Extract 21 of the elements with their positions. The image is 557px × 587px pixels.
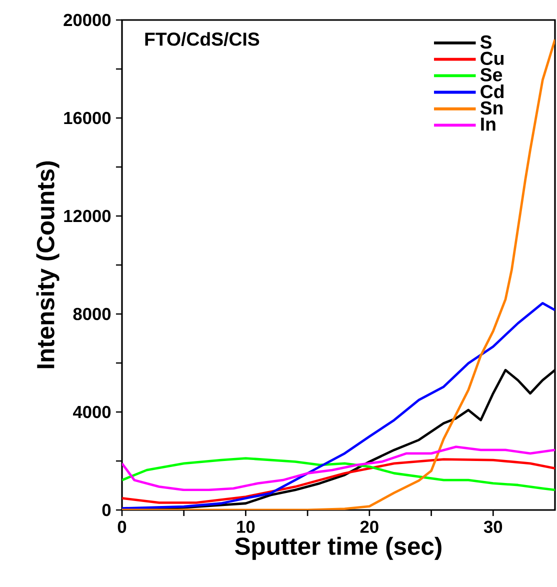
line-series bbox=[122, 446, 555, 492]
legend-label: Cu bbox=[480, 52, 504, 65]
y-tick-label: 8000 bbox=[73, 308, 111, 320]
legend-label: In bbox=[481, 118, 496, 131]
x-axis-title: Sputter time (sec) bbox=[235, 536, 442, 560]
y-tick-label: 0 bbox=[102, 504, 111, 516]
legend-label: Se bbox=[480, 68, 502, 82]
x-tick-label: 10 bbox=[237, 520, 255, 533]
y-tick-label: 4000 bbox=[73, 406, 111, 418]
x-tick-label: 0 bbox=[118, 520, 126, 533]
y-tick-label: 12000 bbox=[64, 210, 111, 222]
x-tick-label: 20 bbox=[360, 520, 378, 533]
legend-label: S bbox=[480, 35, 492, 49]
line-series bbox=[122, 458, 555, 504]
y-axis-title: Intensity (Counts) bbox=[36, 161, 60, 368]
legend-label: Sn bbox=[480, 101, 503, 115]
legend-label: Cd bbox=[480, 84, 504, 98]
y-tick-label: 20000 bbox=[64, 14, 111, 26]
y-tick-label: 16000 bbox=[64, 112, 111, 124]
x-tick-label: 30 bbox=[484, 520, 502, 533]
annotation: FTO/CdS/CIS bbox=[145, 32, 260, 46]
